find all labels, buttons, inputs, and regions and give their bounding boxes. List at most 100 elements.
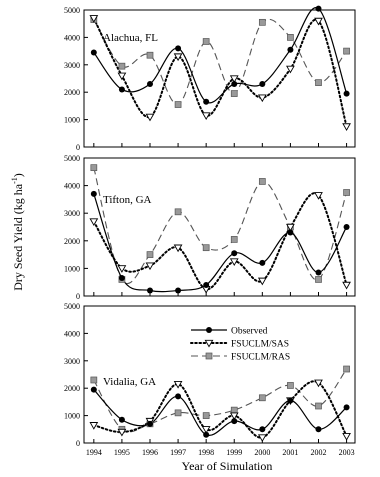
plot-frame	[83, 9, 356, 148]
panel-3: 0 1000 2000 3000 4000 5000 1994 1995 1996 1997 199…	[64, 302, 356, 457]
data-point-sas	[201, 426, 211, 434]
data-point-ras	[258, 18, 266, 26]
data-point-ras	[90, 376, 98, 384]
data-point-ras	[202, 38, 210, 45]
data-point-observed	[259, 426, 266, 433]
data-point-observed	[203, 98, 210, 105]
panel-title: Alachua, FL	[103, 32, 158, 44]
y-tick-label: 1000	[64, 116, 80, 125]
data-point-observed	[315, 5, 322, 12]
data-point-observed	[118, 416, 125, 423]
legend: Observed FSUCLM/SAS FSUCLM/RAS	[190, 327, 290, 363]
series-line-observed	[93, 389, 347, 436]
data-point-sas	[145, 262, 155, 271]
y-tick-label: 5000	[64, 302, 80, 311]
data-point-sas	[286, 223, 295, 232]
y-tick-label: 0	[76, 292, 80, 301]
series-line-observed	[93, 193, 348, 293]
legend-marker-observed	[206, 327, 212, 333]
data-point-ras	[343, 47, 350, 55]
data-point-sas	[89, 15, 99, 23]
data-point-ras	[202, 244, 210, 252]
data-point-sas	[201, 112, 211, 120]
data-point-ras	[202, 412, 210, 419]
data-point-sas	[117, 428, 127, 437]
data-point-observed	[287, 229, 294, 236]
data-point-sas	[229, 258, 239, 267]
data-point-observed	[231, 418, 238, 425]
data-point-ras	[118, 62, 126, 70]
x-tick-label: 1995	[114, 448, 130, 457]
data-point-observed	[203, 431, 210, 438]
data-point-observed	[90, 49, 97, 56]
series-line-sas	[92, 380, 348, 439]
data-point-observed	[287, 397, 294, 404]
panel-title: Tifton, GA	[103, 194, 152, 206]
data-point-sas	[173, 244, 183, 253]
data-point-sas	[117, 265, 127, 273]
data-point-ras	[287, 34, 294, 41]
data-point-ras	[90, 164, 98, 172]
series-line-sas	[92, 192, 348, 291]
data-point-observed	[146, 80, 153, 87]
data-point-ras	[258, 178, 266, 185]
legend-label-observed: Observed	[231, 327, 268, 337]
data-point-sas	[257, 277, 267, 286]
x-tick-label: 1996	[142, 448, 158, 457]
data-point-ras	[230, 90, 238, 97]
data-point-ras	[174, 208, 182, 216]
data-point-sas	[286, 65, 295, 74]
data-point-observed	[203, 281, 210, 288]
y-tick-label: 5000	[64, 6, 80, 15]
data-point-sas	[89, 218, 99, 226]
data-point-sas	[117, 72, 127, 81]
data-point-sas	[342, 281, 351, 290]
x-tick-label: 2002	[310, 448, 326, 457]
x-tick-label: 1999	[226, 448, 242, 457]
data-point-observed	[315, 426, 322, 433]
x-tick-label: 1997	[170, 448, 186, 457]
data-point-sas	[314, 379, 323, 388]
y-tick-label: 3000	[64, 357, 80, 366]
legend-marker-ras	[205, 352, 213, 360]
y-tick-label: 0	[76, 439, 80, 448]
data-point-observed	[231, 80, 238, 87]
data-point-sas	[173, 53, 183, 62]
data-point-sas	[257, 94, 267, 103]
y-tick-label: 0	[76, 143, 80, 152]
data-point-observed	[259, 259, 266, 266]
y-tick-label: 1000	[64, 264, 80, 273]
data-point-ras	[343, 365, 350, 373]
y-tick-label: 4000	[64, 182, 80, 191]
data-point-ras	[343, 189, 350, 196]
panel-title: Vidalia, GA	[103, 376, 156, 388]
y-tick-label: 5000	[64, 154, 80, 163]
data-point-sas	[314, 192, 323, 200]
data-point-ras	[146, 51, 154, 59]
data-point-observed	[343, 404, 350, 411]
data-point-sas	[314, 17, 323, 26]
data-point-sas	[257, 434, 267, 443]
data-point-observed	[315, 269, 322, 276]
data-point-sas	[229, 412, 239, 421]
data-point-observed	[343, 224, 350, 230]
series-line-sas	[92, 17, 348, 128]
y-tick-label: 3000	[64, 209, 80, 218]
panel-2: 0 1000 2000 3000 4000 5000 Tifton, GA	[64, 154, 356, 301]
data-point-ras	[230, 236, 238, 243]
data-point-observed	[146, 287, 153, 294]
data-point-sas	[145, 113, 155, 122]
data-point-ras	[287, 382, 294, 389]
x-tick-label: 2003	[339, 448, 355, 457]
data-point-ras	[146, 251, 154, 258]
data-point-observed	[90, 386, 97, 393]
y-tick-label: 1000	[64, 412, 80, 421]
series-line-ras	[93, 167, 348, 284]
data-point-observed	[175, 45, 182, 52]
data-point-observed	[118, 275, 125, 282]
y-tick-label: 2000	[64, 237, 80, 246]
legend-label-ras: FSUCLM/RAS	[231, 353, 290, 363]
x-tick-label: 1994	[86, 448, 102, 457]
y-tick-label: 2000	[64, 88, 80, 97]
